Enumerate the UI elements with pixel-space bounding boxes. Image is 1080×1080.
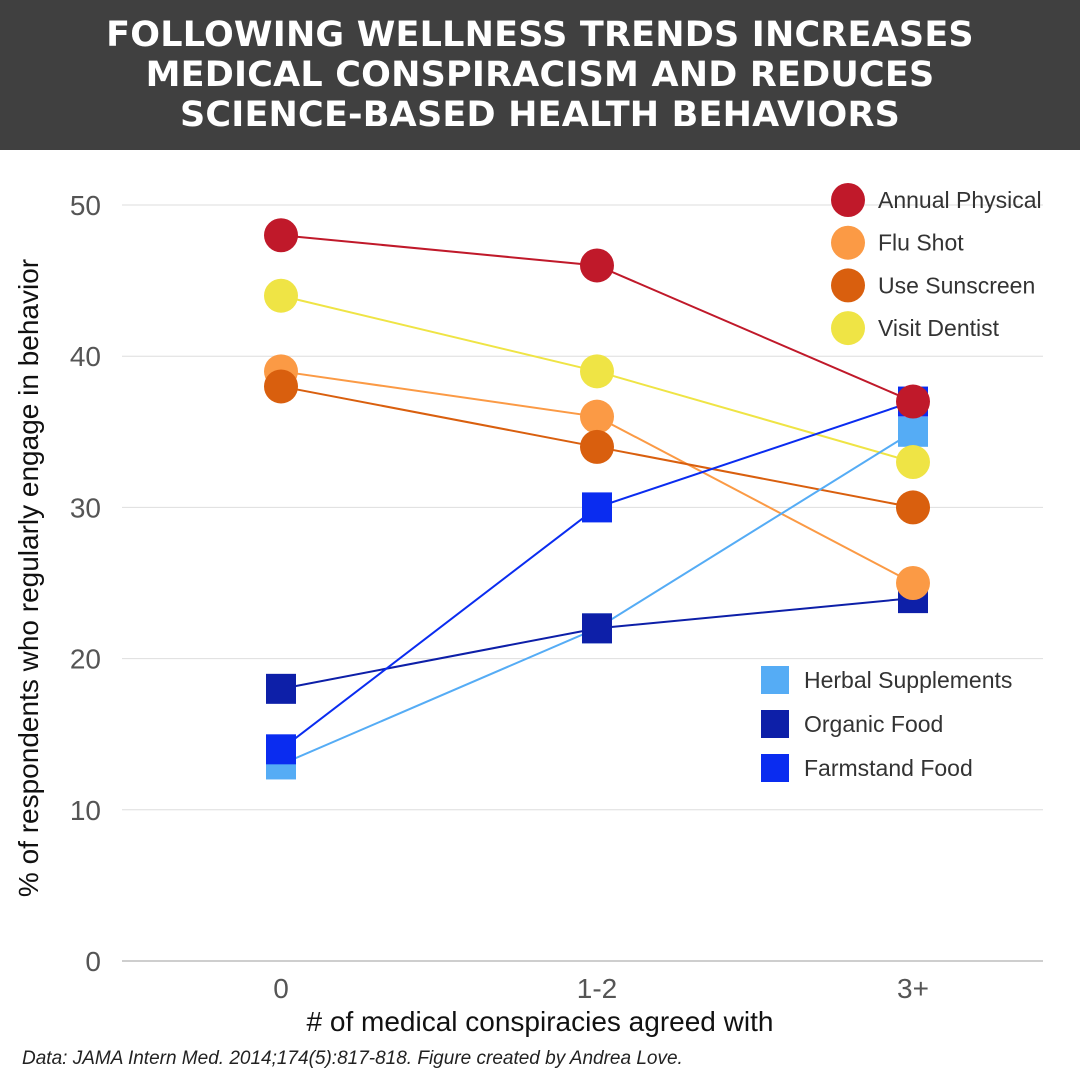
data-point — [264, 369, 298, 404]
data-point — [580, 399, 614, 434]
legend-label: Flu Shot — [878, 230, 964, 256]
y-tick-label: 0 — [85, 946, 101, 977]
data-point — [896, 490, 930, 525]
legend-label: Annual Physical — [878, 187, 1042, 213]
title-line-1: FOLLOWING WELLNESS TRENDS INCREASES — [106, 15, 974, 55]
legend-marker — [831, 268, 865, 303]
source-note: Data: JAMA Intern Med. 2014;174(5):817-8… — [22, 1048, 683, 1069]
legend-label: Farmstand Food — [804, 755, 973, 781]
title-line-3: SCIENCE-BASED HEALTH BEHAVIORS — [179, 95, 901, 135]
x-tick-label: 3+ — [897, 973, 929, 1004]
y-tick-label: 10 — [70, 795, 101, 826]
legend-marker — [831, 311, 865, 346]
data-point — [264, 218, 298, 253]
data-point — [266, 673, 296, 704]
data-point — [582, 613, 612, 644]
legend-marker — [761, 710, 789, 738]
data-point — [264, 278, 298, 313]
data-point — [896, 445, 930, 480]
legend-label: Visit Dentist — [878, 315, 1000, 341]
legend-label: Herbal Supplements — [804, 667, 1012, 693]
y-tick-labels: 0 10 20 30 40 50 — [70, 190, 101, 977]
data-point — [580, 248, 614, 283]
legend-marker — [761, 754, 789, 782]
data-point — [580, 429, 614, 464]
data-point — [896, 566, 930, 600]
legend-marker — [761, 666, 789, 694]
legend-label: Use Sunscreen — [878, 272, 1035, 298]
x-axis-label: # of medical conspiracies agreed with — [307, 1006, 774, 1037]
title-bar: FOLLOWING WELLNESS TRENDS INCREASES MEDI… — [0, 0, 1080, 150]
y-tick-label: 40 — [70, 341, 101, 372]
data-point — [580, 354, 614, 389]
legend-marker — [831, 225, 865, 260]
legend-label: Organic Food — [804, 711, 943, 737]
data-point — [898, 416, 928, 447]
line-chart: 0 10 20 30 40 50 0 1-2 3+ Annual Physical Flu Sh… — [13, 183, 1043, 1037]
y-tick-label: 30 — [70, 492, 101, 523]
series-markers — [264, 218, 930, 780]
data-point — [266, 734, 296, 765]
y-axis-label: % of respondents who regularly engage in… — [13, 259, 44, 897]
y-tick-label: 50 — [70, 190, 101, 221]
data-point — [896, 384, 930, 419]
legend: Annual Physical Flu Shot Use Sunscreen Visi… — [761, 183, 1042, 782]
x-tick-label: 1-2 — [577, 973, 617, 1004]
x-tick-labels: 0 1-2 3+ — [273, 973, 929, 1004]
data-point — [582, 492, 612, 523]
y-tick-label: 20 — [70, 644, 101, 675]
title-line-2: MEDICAL CONSPIRACISM AND REDUCES — [145, 55, 935, 95]
x-tick-label: 0 — [273, 973, 289, 1004]
legend-marker — [831, 183, 865, 217]
